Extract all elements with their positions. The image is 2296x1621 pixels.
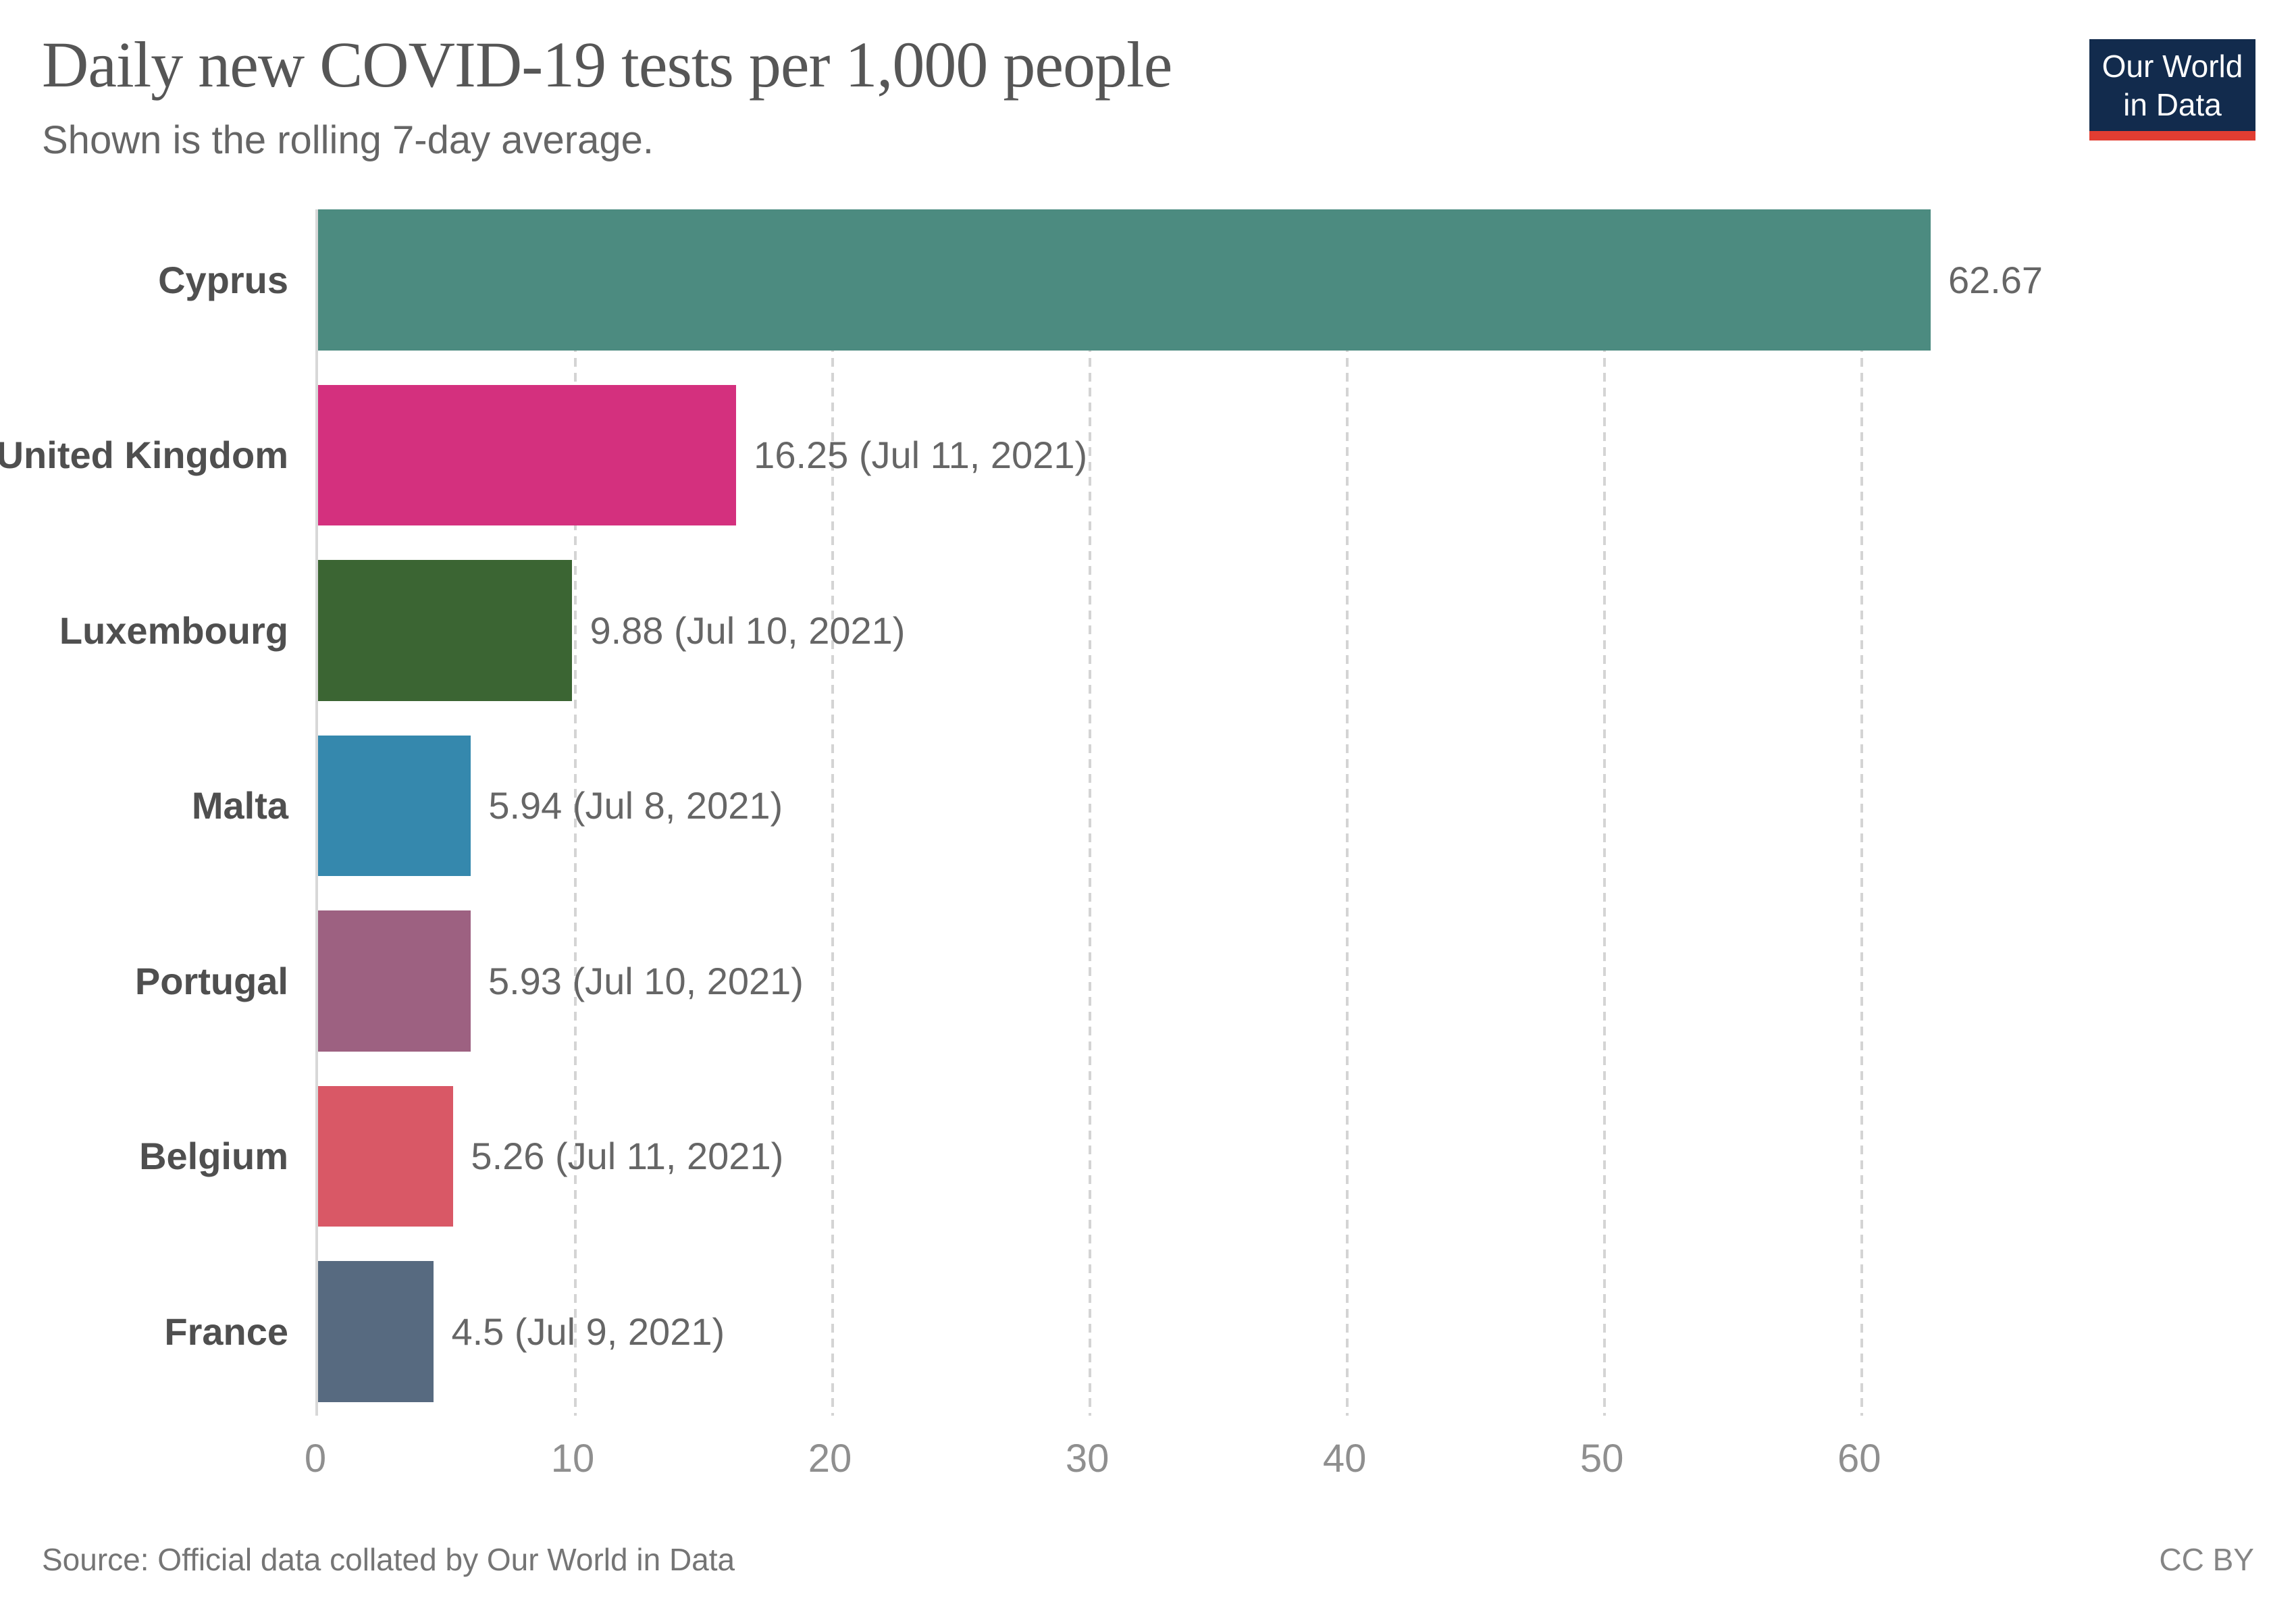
x-tick-label-30: 30 [1065, 1437, 1110, 1481]
value-label-france: 4.5 (Jul 9, 2021) [451, 1310, 725, 1353]
license-badge[interactable]: CC BY [2159, 1542, 2254, 1577]
gridline-10 [574, 209, 577, 1416]
x-tick-label-0: 0 [304, 1437, 327, 1481]
country-label-malta: Malta [191, 784, 288, 827]
country-label-united-kingdom: United Kingdom [0, 434, 288, 477]
owid-logo-line2: in Data [2123, 87, 2222, 122]
x-tick-label-10: 10 [550, 1437, 595, 1481]
country-label-luxembourg: Luxembourg [59, 609, 288, 652]
value-label-portugal: 5.93 (Jul 10, 2021) [488, 959, 804, 1002]
x-tick-label-20: 20 [808, 1437, 852, 1481]
chart-footer: Source: Official data collated by Our Wo… [42, 1541, 2254, 1578]
country-label-portugal: Portugal [134, 959, 288, 1002]
chart-header: Daily new COVID-19 tests per 1,000 peopl… [42, 30, 2255, 163]
x-tick-label-60: 60 [1837, 1437, 1881, 1481]
x-tick-label-40: 40 [1322, 1437, 1367, 1481]
owid-logo-stripe [2089, 131, 2255, 140]
bar-portugal[interactable] [318, 910, 471, 1052]
x-axis-tick-labels: 0 10 20 30 40 50 60 [305, 1436, 2255, 1490]
country-label-france: France [164, 1310, 288, 1353]
y-axis-labels: Cyprus United Kingdom Luxembourg Malta Portu… [0, 209, 302, 1416]
bar-malta[interactable] [318, 735, 471, 877]
value-label-belgium: 5.26 (Jul 11, 2021) [471, 1135, 784, 1178]
bar-belgium[interactable] [318, 1085, 454, 1227]
gridline-20 [831, 209, 835, 1416]
gridline-40 [1346, 209, 1349, 1416]
bar-chart-plot-area: 62.67 16.25 (Jul 11, 2021) 9.88 (Jul 10, 2… [315, 209, 2258, 1416]
value-label-united-kingdom: 16.25 (Jul 11, 2021) [754, 434, 1088, 477]
source-note: Source: Official data collated by Our Wo… [42, 1542, 735, 1577]
x-tick-label-50: 50 [1580, 1437, 1624, 1481]
gridline-50 [1603, 209, 1607, 1416]
bar-cyprus[interactable] [318, 209, 1931, 351]
chart-subtitle: Shown is the rolling 7-day average. [42, 118, 654, 162]
bar-luxembourg[interactable] [318, 560, 573, 701]
country-label-belgium: Belgium [139, 1135, 288, 1178]
gridline-60 [1860, 209, 1864, 1416]
chart-title: Daily new COVID-19 tests per 1,000 peopl… [42, 28, 1172, 101]
bar-france[interactable] [318, 1261, 434, 1402]
country-label-cyprus: Cyprus [158, 258, 288, 301]
value-label-cyprus: 62.67 [1948, 258, 2043, 301]
bar-united-kingdom[interactable] [318, 384, 737, 526]
owid-logo-line1: Our World [2102, 49, 2243, 84]
value-label-malta: 5.94 (Jul 8, 2021) [488, 784, 783, 827]
gridline-30 [1089, 209, 1092, 1416]
owid-logo: Our World in Data [2089, 39, 2255, 140]
value-label-luxembourg: 9.88 (Jul 10, 2021) [590, 609, 906, 652]
